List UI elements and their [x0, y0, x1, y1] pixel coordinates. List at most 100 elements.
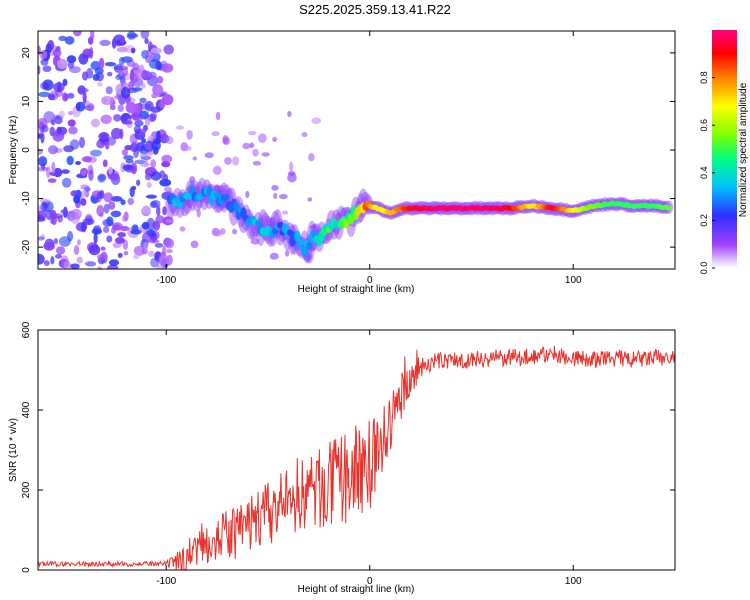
noise-cell — [144, 37, 149, 45]
noise-cell — [132, 62, 140, 71]
noise-cell — [165, 218, 174, 224]
noise-cell — [77, 87, 89, 93]
noise-cell — [309, 225, 318, 230]
snr-plot-area — [38, 345, 675, 570]
colorbar-ticks: 0.0 0.2 0.4 0.6 0.8 — [699, 71, 715, 274]
noise-cell — [106, 235, 113, 243]
noise-cell — [288, 171, 296, 176]
noise-cell — [204, 152, 214, 159]
noise-cell — [97, 173, 107, 181]
noise-cell — [117, 252, 123, 258]
x-tick-label: -100 — [156, 275, 176, 286]
noise-cell — [165, 136, 174, 145]
y-tick-label: 0 — [21, 567, 32, 573]
noise-cell — [121, 67, 129, 77]
ridge-cell — [306, 241, 313, 250]
noise-cell — [96, 205, 105, 217]
noise-cell — [79, 136, 85, 149]
ridge-cell — [298, 239, 306, 246]
noise-cell — [109, 259, 120, 267]
noise-cell — [58, 110, 65, 119]
noise-cell — [122, 164, 133, 171]
noise-cell — [96, 191, 102, 200]
noise-cell — [261, 152, 270, 157]
noise-cell — [196, 209, 201, 218]
noise-cell — [150, 159, 157, 169]
y-tick-label: 10 — [21, 95, 32, 107]
noise-cell — [151, 140, 161, 151]
noise-cell — [111, 38, 117, 49]
noise-cell — [80, 190, 89, 198]
noise-cell — [242, 142, 251, 150]
noise-cell — [67, 119, 76, 127]
noise-cell — [190, 240, 199, 249]
noise-cell — [131, 224, 139, 233]
noise-cell — [38, 156, 48, 167]
noise-cell — [130, 47, 136, 54]
noise-cell — [56, 58, 68, 70]
noise-cell — [141, 69, 149, 81]
noise-cell — [104, 61, 117, 67]
noise-cell — [100, 246, 106, 251]
noise-cell — [147, 150, 154, 156]
noise-cell — [39, 50, 48, 60]
x-tick-label: 0 — [367, 576, 373, 587]
noise-cell — [269, 252, 279, 260]
noise-cell — [38, 133, 44, 139]
noise-cell — [117, 232, 127, 238]
noise-cell — [250, 238, 260, 245]
noise-cell — [139, 110, 150, 120]
noise-cell — [70, 190, 79, 197]
colorbar-tick-label: 0.0 — [699, 262, 709, 275]
noise-cell — [148, 71, 157, 80]
noise-cell — [52, 130, 65, 142]
noise-cell — [55, 246, 66, 255]
noise-cell — [133, 245, 145, 256]
noise-cell — [90, 149, 102, 157]
noise-cell — [232, 228, 237, 235]
spectrogram-y-label: Frequency (Hz) — [8, 116, 19, 185]
noise-cell — [161, 94, 174, 106]
noise-cell — [156, 130, 161, 143]
noise-cell — [80, 221, 87, 233]
noise-cell — [83, 48, 94, 56]
noise-cell — [124, 144, 133, 151]
noise-cell — [42, 65, 52, 73]
noise-cell — [69, 66, 81, 74]
colorbar-tick-label: 0.6 — [699, 119, 709, 132]
snr-axes: -100 0 100 0 200 400 600 — [21, 321, 675, 587]
noise-cell — [113, 114, 122, 122]
noise-cell — [120, 87, 131, 99]
noise-cell — [67, 230, 74, 242]
noise-cell — [145, 174, 151, 179]
noise-cell — [289, 161, 294, 172]
noise-cell — [63, 145, 75, 153]
noise-cell — [61, 169, 70, 174]
noise-cell — [98, 57, 105, 70]
noise-cell — [164, 238, 175, 249]
noise-cell — [82, 91, 87, 104]
noise-cell — [307, 197, 313, 202]
noise-cell — [141, 83, 146, 89]
noise-cell — [127, 197, 134, 206]
noise-cell — [53, 238, 59, 245]
noise-cell — [111, 127, 122, 140]
noise-cell — [222, 135, 229, 145]
noise-cell — [271, 184, 279, 191]
noise-cell — [146, 181, 152, 188]
noise-cell — [125, 158, 134, 164]
noise-cell — [80, 184, 90, 190]
noise-cell — [50, 219, 55, 224]
noise-cell — [47, 145, 58, 155]
noise-cell — [72, 31, 82, 37]
noise-cell — [287, 110, 292, 118]
noise-cell — [76, 239, 81, 246]
noise-cell — [155, 215, 165, 224]
noise-cell — [212, 165, 222, 176]
noise-cell — [281, 210, 289, 215]
noise-cell — [70, 263, 80, 269]
noise-cell — [186, 129, 193, 140]
noise-cell — [73, 195, 81, 204]
noise-cell — [285, 249, 290, 257]
